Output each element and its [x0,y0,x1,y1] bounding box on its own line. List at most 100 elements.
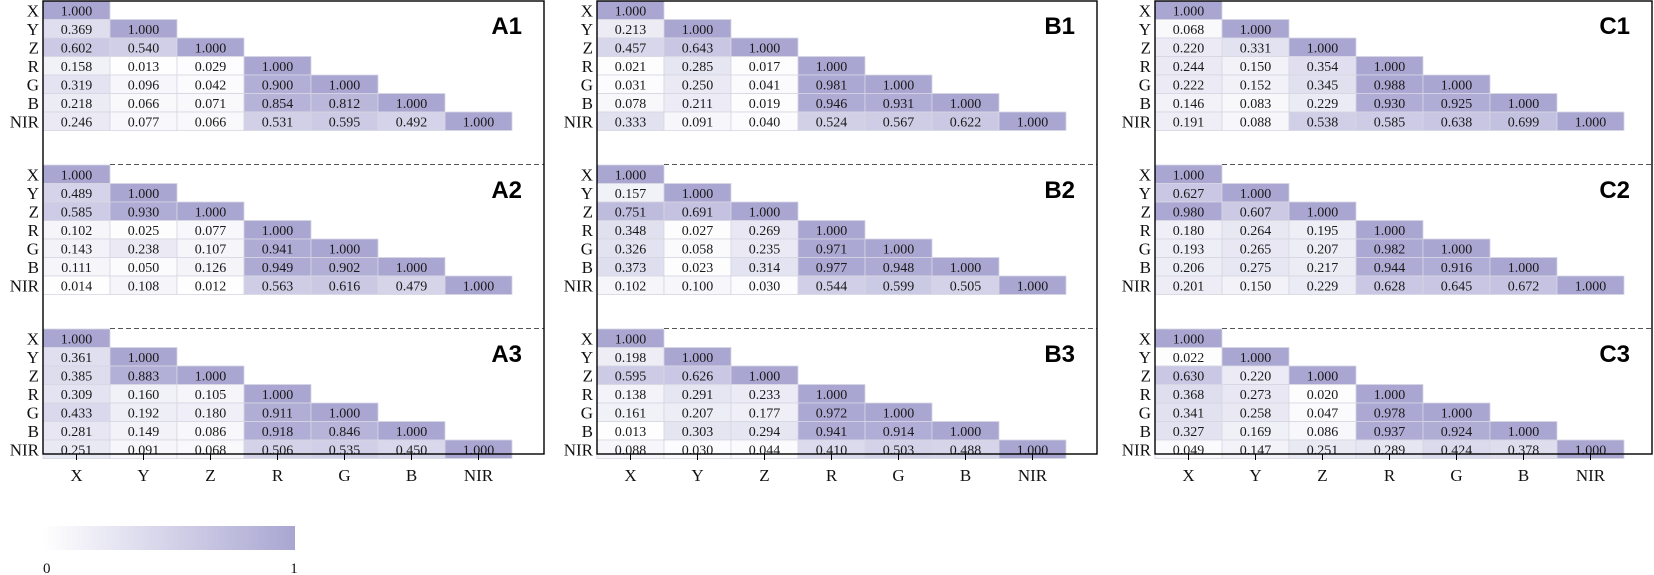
cell-value-label: 0.385 [61,369,93,384]
row-label: G [27,239,39,258]
cell-value-label: 1.000 [1374,224,1406,239]
cell-value-label: 0.949 [262,261,294,276]
heatmap-panel: 1.000 0.213 1.000 0.457 0.643 1.000 0.021 0.285… [564,0,1075,131]
cell-value-label: 0.309 [61,388,93,403]
panel-title: C3 [1599,341,1630,368]
cell-value-label: 0.091 [682,115,714,130]
row-label: G [581,403,593,422]
cell-value-label: 0.988 [1374,78,1406,93]
cell-value-label: 0.229 [1307,279,1339,294]
cell-value-label: 0.152 [1240,78,1272,93]
cell-value-label: 1.000 [1374,60,1406,75]
cell-value-label: 0.361 [61,351,93,366]
cell-value-label: 0.937 [1374,425,1406,440]
row-label: B [28,94,39,113]
cell-value-label: 0.017 [749,60,781,75]
row-label: X [581,165,593,184]
cell-value-label: 0.691 [682,205,714,220]
cell-value-label: 0.100 [682,279,714,294]
cell-value-label: 0.585 [61,205,93,220]
cell-value-label: 0.012 [195,279,227,294]
row-label: NIR [10,440,40,459]
cell-value-label: 1.000 [128,23,160,38]
cell-value-label: 0.218 [61,97,93,112]
cell-value-label: 1.000 [195,205,227,220]
cell-value-label: 0.977 [816,261,848,276]
cell-value-label: 0.150 [1240,60,1272,75]
row-label: Y [581,184,593,203]
cell-value-label: 0.220 [1173,41,1205,56]
cell-value-label: 1.000 [682,187,714,202]
row-label: NIR [1122,440,1152,459]
row-label: Z [583,202,593,221]
heatmap-column: 1.000 0.068 1.000 0.220 0.331 1.000 0.244 0.150… [1122,0,1653,485]
cell-value-label: 1.000 [1240,187,1272,202]
cell-value-label: 1.000 [61,168,93,183]
cell-value-label: 0.616 [329,279,361,294]
cell-value-label: 0.628 [1374,279,1406,294]
panel-title: C2 [1599,177,1630,204]
cell-value-label: 0.563 [262,279,294,294]
panel-title: B2 [1044,177,1075,204]
cell-value-label: 1.000 [816,60,848,75]
column-label: G [338,466,350,485]
cell-value-label: 0.020 [1307,388,1339,403]
cell-value-label: 0.161 [615,406,647,421]
row-label: B [582,258,593,277]
row-label: R [28,385,40,404]
cell-value-label: 1.000 [1240,23,1272,38]
cell-value-label: 0.902 [329,261,361,276]
cell-value-label: 0.195 [1307,224,1339,239]
column-label: G [892,466,904,485]
cell-value-label: 0.699 [1508,115,1540,130]
cell-value-label: 0.096 [128,78,160,93]
cell-value-label: 0.331 [1240,41,1272,56]
cell-value-label: 0.040 [749,115,781,130]
cell-value-label: 0.492 [396,115,428,130]
cell-value-label: 0.050 [128,261,160,276]
row-label: B [1140,258,1151,277]
cell-value-label: 0.369 [61,23,93,38]
cell-value-label: 0.326 [615,242,647,257]
row-label: X [581,329,593,348]
cell-value-label: 0.531 [262,115,294,130]
row-label: X [1139,329,1151,348]
cell-value-label: 0.489 [61,187,93,202]
cell-value-label: 0.544 [816,279,848,294]
panel-title: A3 [491,341,522,368]
cell-value-label: 1.000 [195,41,227,56]
heatmap-panel: 1.000 0.068 1.000 0.220 0.331 1.000 0.244 0.150… [1122,0,1630,131]
column-label: Y [691,466,703,485]
cell-value-label: 0.327 [1173,425,1205,440]
color-scale-legend: 0 1 [43,526,298,575]
cell-value-label: 0.303 [682,425,714,440]
cell-value-label: 1.000 [816,388,848,403]
cell-value-label: 1.000 [262,224,294,239]
row-label: Y [27,348,39,367]
cell-value-label: 1.000 [615,4,647,19]
column-label: G [1450,466,1462,485]
cell-value-label: 1.000 [749,205,781,220]
cell-value-label: 0.157 [615,187,647,202]
column-label: X [624,466,636,485]
cell-value-label: 0.269 [749,224,781,239]
row-label: G [27,403,39,422]
cell-value-label: 1.000 [329,406,361,421]
cell-value-label: 1.000 [329,242,361,257]
cell-value-label: 0.047 [1307,406,1339,421]
cell-value-label: 0.233 [749,388,781,403]
column-label: NIR [1018,466,1048,485]
legend-max-label: 1 [290,561,298,575]
row-label: Z [1141,366,1151,385]
cell-value-label: 1.000 [1307,369,1339,384]
cell-value-label: 1.000 [950,261,982,276]
cell-value-label: 1.000 [883,242,915,257]
cell-value-label: 0.281 [61,425,93,440]
cell-value-label: 0.627 [1173,187,1205,202]
cell-value-label: 0.595 [615,369,647,384]
cell-value-label: 0.643 [682,41,714,56]
row-label: Z [29,202,39,221]
cell-value-label: 0.925 [1441,97,1473,112]
cell-value-label: 0.146 [1173,97,1205,112]
cell-value-label: 0.138 [615,388,647,403]
